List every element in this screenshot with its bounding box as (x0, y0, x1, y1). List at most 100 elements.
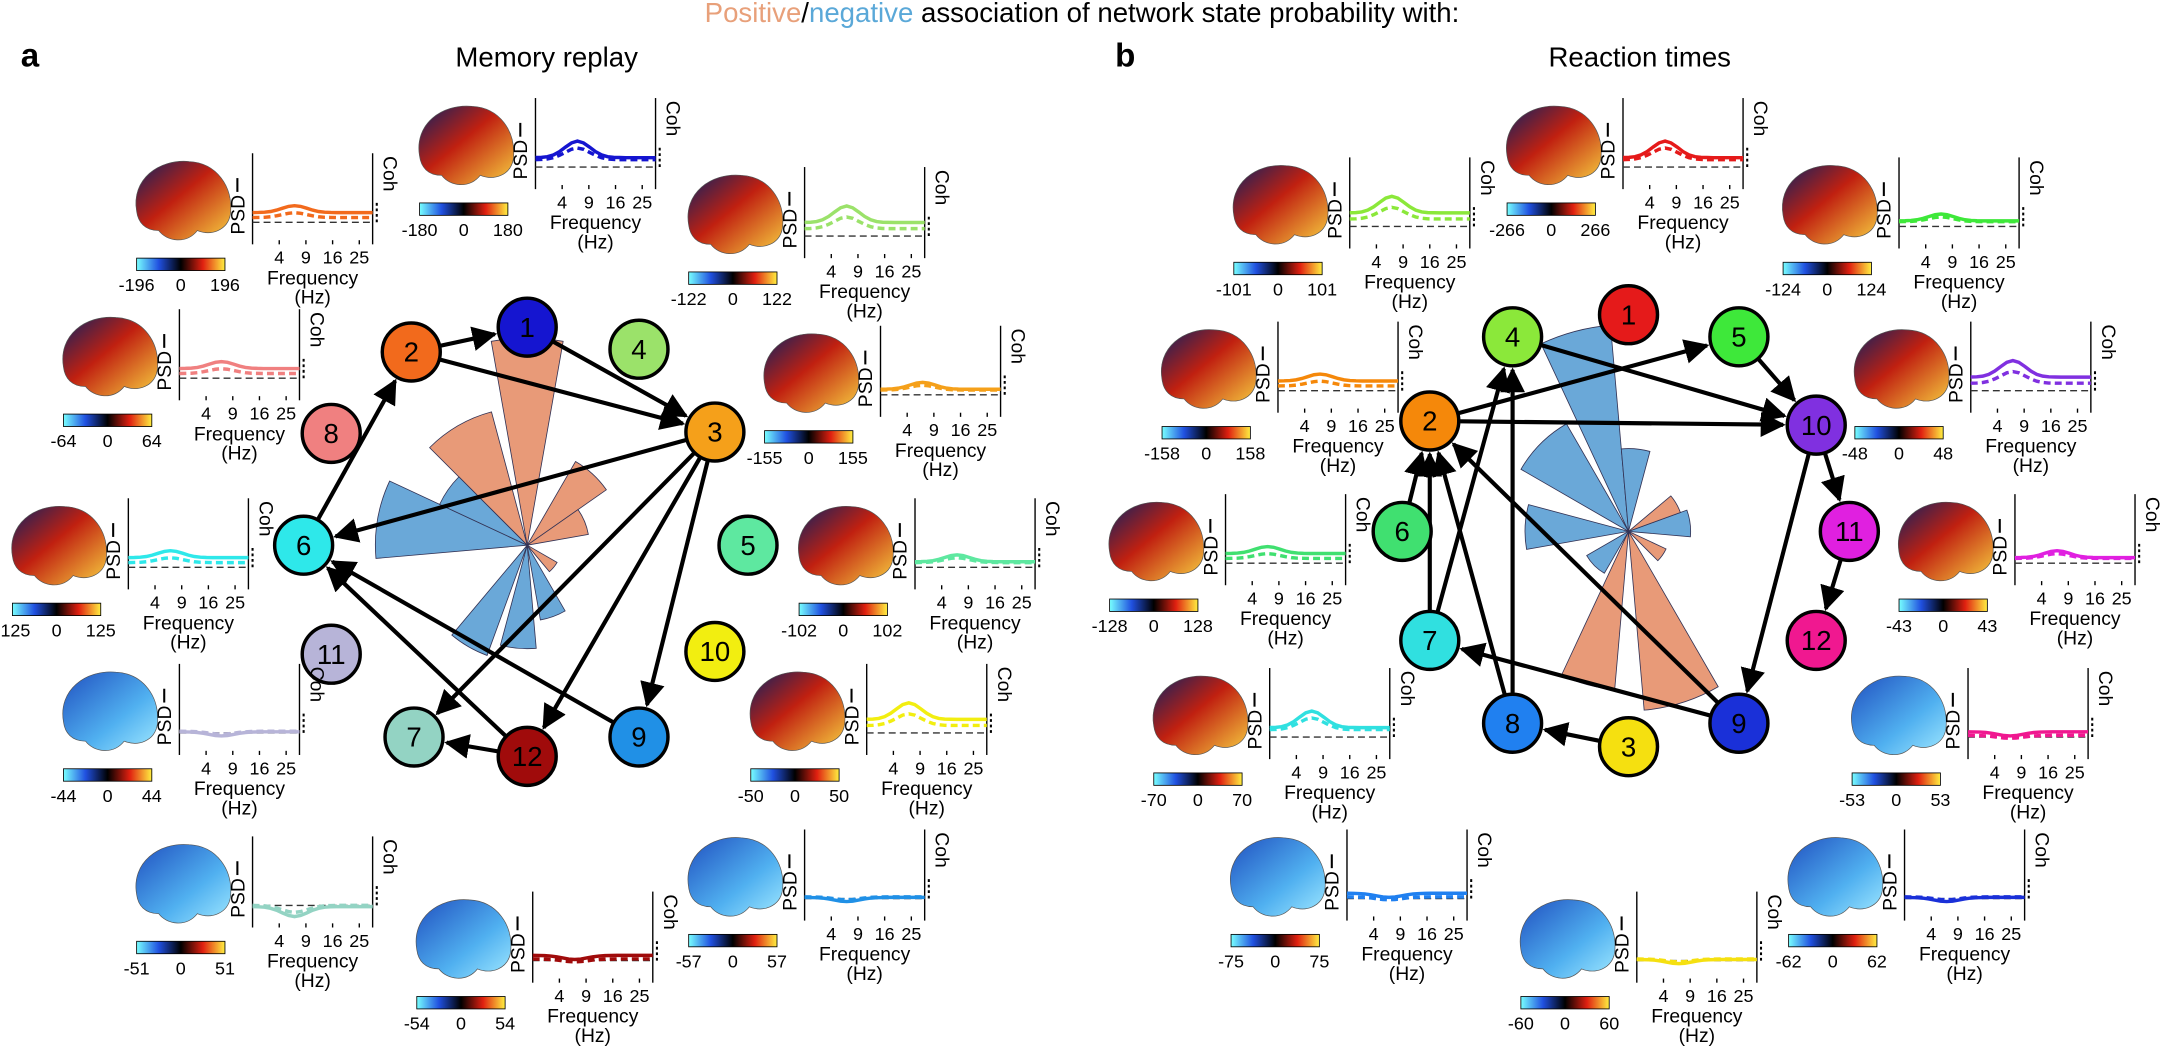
colorbar (1230, 933, 1320, 948)
x-axis-label: Frequency (1240, 609, 1332, 630)
x-tick-label: 4 (902, 420, 912, 440)
x-tick-label: 9 (584, 192, 594, 212)
state-node (496, 296, 558, 358)
state-node (1708, 306, 1770, 368)
x-tick-label: 9 (929, 420, 939, 440)
psd-curve (1225, 544, 1346, 556)
coh-label: Coh (306, 667, 327, 702)
colorbar-label: 0 (1149, 616, 1159, 636)
brain-map (1232, 165, 1329, 245)
x-tick-label: 4 (826, 924, 836, 944)
coh-label: Coh (1473, 832, 1494, 867)
coh-curve (866, 712, 987, 728)
state-label: 8 (1505, 708, 1520, 739)
coh-label: Coh (379, 156, 400, 191)
coh-label: Coh (306, 312, 327, 347)
psd-label: PSD (1613, 933, 1634, 973)
coh-curve (1225, 551, 1346, 561)
colorbar-label: 0 (1891, 790, 1901, 810)
panel-letter: a (21, 37, 40, 74)
x-tick-label: 25 (349, 931, 369, 951)
x-tick-label: 25 (276, 758, 296, 778)
transition-arrow (1740, 454, 1811, 694)
state-label: 1 (1621, 299, 1636, 330)
colorbar-label: 122 (762, 289, 792, 309)
x-tick-label: 16 (323, 248, 343, 268)
x-tick-label: 4 (201, 404, 211, 424)
brain-map (1782, 165, 1878, 245)
state-node (496, 725, 558, 788)
colorbar (1782, 261, 1872, 276)
x-tick-label: 25 (1720, 192, 1740, 212)
brain-map (1853, 329, 1950, 409)
x-tick-label: 9 (1947, 252, 1957, 272)
psd-curve (1277, 372, 1399, 383)
brain-map (1519, 899, 1616, 979)
transition-arrow (1458, 339, 1710, 416)
coh-label: Coh (2097, 324, 2118, 359)
header-positive: Positive (705, 0, 802, 28)
x-axis-unit: (Hz) (170, 633, 206, 654)
x-tick-label: 16 (323, 931, 343, 951)
colorbar-label: -43 (1886, 616, 1912, 636)
coh-curve (1622, 146, 1744, 162)
x-tick-label: 16 (198, 593, 218, 613)
colorbar-label: -124 (1765, 279, 1801, 299)
state-label: 9 (631, 722, 646, 753)
colorbar (1851, 772, 1941, 786)
transition-arrow (1404, 450, 1429, 503)
colorbar (416, 996, 506, 1010)
x-tick-label: 4 (201, 758, 211, 778)
colorbar-label: 0 (103, 431, 113, 451)
state-node (1597, 284, 1660, 346)
colorbar-label: -266 (1489, 220, 1525, 240)
x-tick-label: 9 (963, 593, 973, 613)
brain-map (1506, 105, 1602, 185)
colorbar-label: 0 (176, 958, 186, 978)
colorbar-label: 0 (459, 220, 469, 240)
x-axis-unit: (Hz) (294, 288, 330, 309)
colorbar-label: 128 (1183, 616, 1213, 636)
state-node (383, 706, 445, 768)
x-tick-label: 9 (2063, 589, 2073, 609)
colorbar-label: -57 (676, 952, 702, 972)
x-axis-label: Frequency (1292, 437, 1384, 458)
brain-map (1161, 329, 1257, 409)
header-negative: negative (809, 0, 913, 28)
psd-label: PSD (780, 209, 801, 249)
psd-label: PSD (1254, 363, 1275, 403)
x-tick-label: 4 (1926, 924, 1936, 944)
coh-curve (1904, 895, 2025, 902)
psd-curve (1970, 358, 2091, 379)
brain-map (763, 333, 860, 413)
state-label: 6 (296, 530, 311, 561)
rose-wedge (526, 509, 589, 546)
rose-wedge (375, 480, 529, 559)
psd-label: PSD (228, 878, 249, 918)
x-tick-label: 4 (1921, 252, 1931, 272)
coh-label: Coh (1404, 324, 1425, 359)
x-tick-label: 25 (629, 986, 649, 1006)
x-axis-label: Frequency (267, 268, 359, 289)
coh-curve (804, 895, 925, 902)
colorbar-label: -101 (1216, 279, 1252, 299)
state-node (1785, 394, 1847, 456)
state-node (300, 402, 362, 465)
transition-arrow (541, 457, 702, 730)
x-tick-label: 16 (2085, 589, 2105, 609)
brain-map (749, 671, 846, 751)
colorbar-label: 101 (1307, 279, 1337, 299)
colorbar (688, 933, 778, 948)
x-tick-label: 16 (249, 404, 269, 424)
x-tick-label: 9 (853, 924, 863, 944)
colorbar-label: 0 (176, 275, 186, 295)
x-tick-label: 4 (1369, 924, 1379, 944)
colorbar-label: -158 (1144, 444, 1180, 464)
transition-arrow (330, 559, 614, 724)
colorbar-label: 0 (1270, 952, 1280, 972)
x-tick-label: 4 (1247, 589, 1257, 609)
colorbar (1233, 261, 1323, 276)
transition-arrow (435, 452, 696, 716)
transition-arrow (444, 734, 498, 759)
